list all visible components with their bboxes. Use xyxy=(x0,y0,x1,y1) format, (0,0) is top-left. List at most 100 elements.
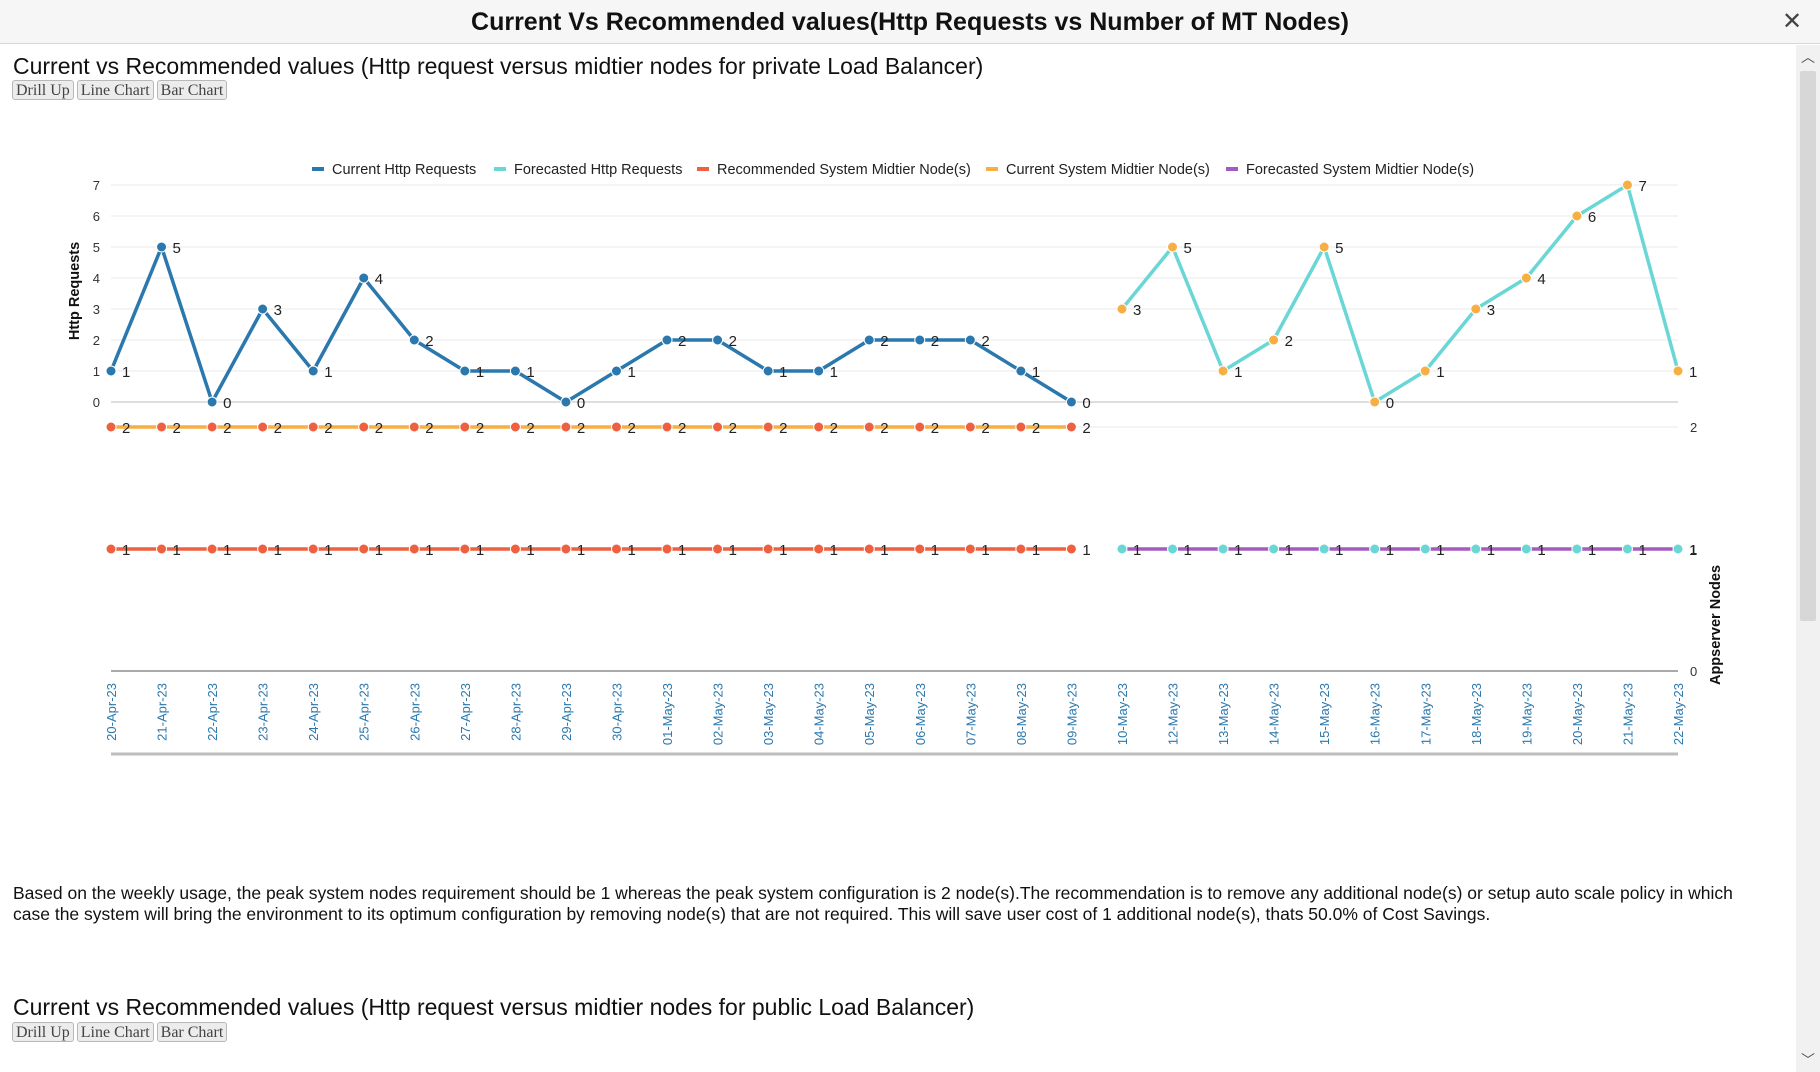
data-point xyxy=(1470,303,1482,315)
x-tick-label: 26-Apr-23 xyxy=(407,683,422,741)
x-tick-label: 18-May-23 xyxy=(1469,683,1484,745)
data-label: 2 xyxy=(173,420,181,437)
chevron-down-icon[interactable]: ﹀ xyxy=(1801,1052,1815,1068)
data-point xyxy=(1571,210,1583,222)
data-point xyxy=(1520,543,1532,555)
data-point xyxy=(661,543,673,555)
data-point xyxy=(459,365,471,377)
data-point xyxy=(1116,543,1128,555)
data-label: 1 xyxy=(1537,542,1545,559)
data-point xyxy=(509,421,521,433)
data-point xyxy=(1520,272,1532,284)
y-tick-label: 6 xyxy=(93,209,100,224)
data-label: 1 xyxy=(1588,542,1596,559)
data-point xyxy=(1065,396,1077,408)
x-tick-label: 09-May-23 xyxy=(1064,683,1079,745)
x-tick-label: 02-May-23 xyxy=(711,683,726,745)
x-tick-label: 01-May-23 xyxy=(660,683,675,745)
data-point xyxy=(712,421,724,433)
x-tick-label: 21-May-23 xyxy=(1620,683,1635,745)
data-label: 4 xyxy=(375,271,383,288)
chart-controls-public: Drill Up Line Chart Bar Chart xyxy=(12,1022,228,1044)
x-tick-label: 03-May-23 xyxy=(761,683,776,745)
data-label: 1 xyxy=(1386,542,1394,559)
data-point xyxy=(1015,543,1027,555)
private-lb-chart: Current Http Requests Forecasted Http Req… xyxy=(67,162,1724,756)
data-point xyxy=(509,543,521,555)
x-tick-label: 30-Apr-23 xyxy=(609,683,624,741)
data-point xyxy=(560,396,572,408)
y2-tick-label: 2 xyxy=(1690,420,1697,435)
chevron-up-icon[interactable]: ︿ xyxy=(1801,49,1815,65)
data-point xyxy=(1167,241,1179,253)
data-point xyxy=(206,543,218,555)
close-icon[interactable]: ✕ xyxy=(1781,8,1803,35)
data-point xyxy=(1621,179,1633,191)
data-point xyxy=(813,543,825,555)
dialog-titlebar: Current Vs Recommended values(Http Reque… xyxy=(0,0,1820,44)
data-point xyxy=(358,421,370,433)
data-point xyxy=(560,543,572,555)
data-point xyxy=(358,543,370,555)
data-point xyxy=(863,334,875,346)
data-label: 1 xyxy=(1487,542,1495,559)
drill-up-button[interactable]: Drill Up xyxy=(12,1022,74,1042)
x-tick-label: 16-May-23 xyxy=(1368,683,1383,745)
y2-axis-title: Appserver Nodes xyxy=(1708,565,1724,685)
data-point xyxy=(712,334,724,346)
data-label: 3 xyxy=(274,302,282,319)
y-axis-title: Http Requests xyxy=(67,242,83,340)
y-tick-label: 7 xyxy=(93,178,100,193)
x-tick-label: 12-May-23 xyxy=(1166,683,1181,745)
x-tick-label: 19-May-23 xyxy=(1519,683,1534,745)
data-label: 2 xyxy=(981,420,989,437)
data-label: 1 xyxy=(476,542,484,559)
data-label: 1 xyxy=(526,542,534,559)
drill-up-button[interactable]: Drill Up xyxy=(12,80,74,100)
data-label: 2 xyxy=(425,333,433,350)
data-label: 1 xyxy=(830,542,838,559)
y-tick-label: 2 xyxy=(93,333,100,348)
x-tick-label: 25-Apr-23 xyxy=(357,683,372,741)
data-label: 1 xyxy=(223,542,231,559)
data-label: 2 xyxy=(425,420,433,437)
data-label: 3 xyxy=(1487,302,1495,319)
bar-chart-button[interactable]: Bar Chart xyxy=(156,1022,228,1042)
data-label: 1 xyxy=(1689,542,1697,559)
x-tick-label: 04-May-23 xyxy=(812,683,827,745)
data-label: 1 xyxy=(1689,364,1697,381)
data-label: 1 xyxy=(1032,364,1040,381)
data-point xyxy=(358,272,370,284)
data-label: 2 xyxy=(931,420,939,437)
data-label: 2 xyxy=(577,420,585,437)
data-label: 2 xyxy=(476,420,484,437)
data-label: 5 xyxy=(1335,240,1343,257)
data-point xyxy=(206,421,218,433)
data-point xyxy=(762,421,774,433)
data-point xyxy=(661,421,673,433)
data-label: 0 xyxy=(223,395,231,412)
data-point xyxy=(156,241,168,253)
line-chart-button[interactable]: Line Chart xyxy=(76,80,154,100)
data-label: 2 xyxy=(779,420,787,437)
data-point xyxy=(560,421,572,433)
data-label: 0 xyxy=(1386,395,1394,412)
line-chart-button[interactable]: Line Chart xyxy=(76,1022,154,1042)
data-label: 1 xyxy=(1032,542,1040,559)
data-label: 1 xyxy=(122,542,130,559)
vertical-scrollbar[interactable]: ︿ ﹀ xyxy=(1796,45,1820,1072)
data-label: 1 xyxy=(425,542,433,559)
data-label: 1 xyxy=(1335,542,1343,559)
bar-chart-button[interactable]: Bar Chart xyxy=(156,80,228,100)
data-point xyxy=(1369,396,1381,408)
series-line xyxy=(109,245,1073,404)
y-tick-label: 4 xyxy=(93,271,100,286)
data-point xyxy=(1065,421,1077,433)
data-label: 0 xyxy=(1082,395,1090,412)
data-label: 1 xyxy=(274,542,282,559)
data-point xyxy=(1015,365,1027,377)
data-label: 6 xyxy=(1588,209,1596,226)
data-point xyxy=(1571,543,1583,555)
data-label: 2 xyxy=(880,420,888,437)
scrollbar-thumb[interactable] xyxy=(1800,71,1816,621)
